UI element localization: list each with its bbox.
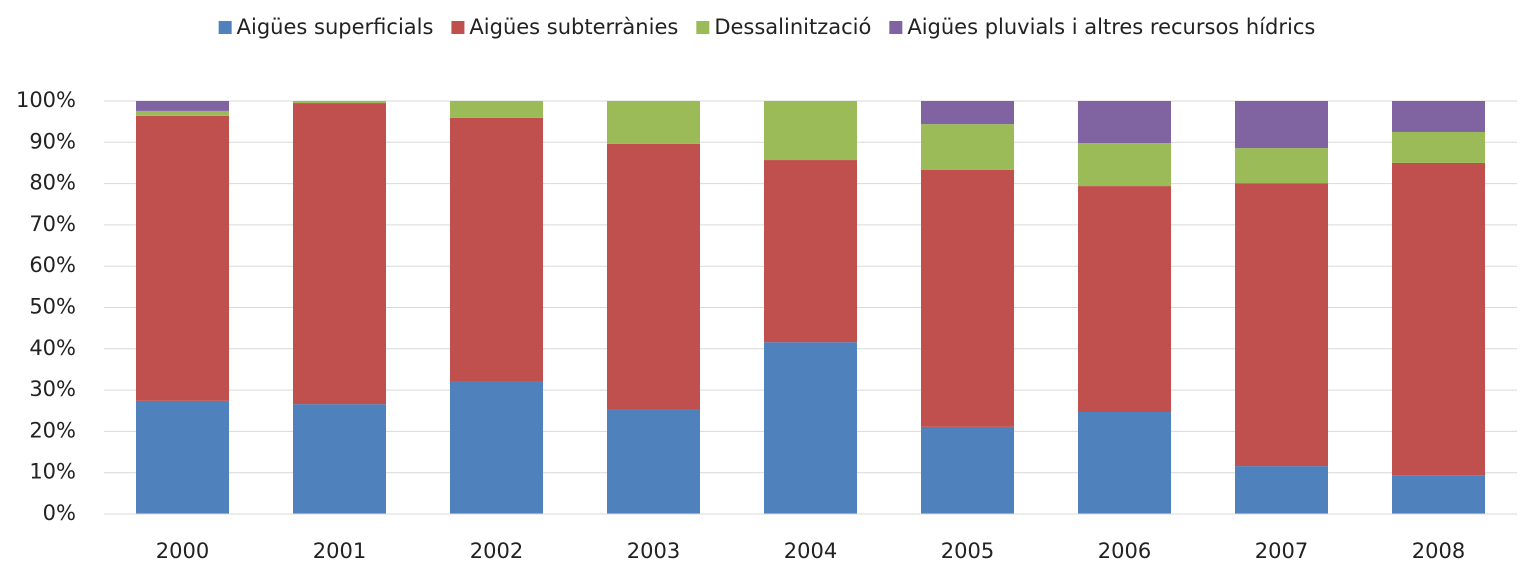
- bar-segment: [607, 409, 700, 514]
- bar-segment: [1235, 101, 1328, 149]
- x-tick-label: 2002: [470, 539, 523, 562]
- legend-label: Dessalinització: [714, 15, 871, 39]
- bar-segment: [450, 101, 543, 118]
- y-tick-label: 0%: [43, 501, 76, 525]
- y-tick-label: 50%: [29, 295, 76, 319]
- bar-segment: [136, 110, 229, 116]
- bar-segment: [764, 101, 857, 161]
- bar-segment: [1078, 186, 1171, 412]
- y-tick-label: 60%: [29, 253, 76, 277]
- x-tick-label: 2007: [1255, 539, 1308, 562]
- bar-segment: [921, 101, 1014, 125]
- legend-swatch: [451, 21, 465, 34]
- bar-segment: [136, 115, 229, 401]
- bar-segment: [764, 160, 857, 343]
- legend-label: Aigües superficials: [237, 15, 434, 39]
- bar-segment: [764, 342, 857, 514]
- y-tick-label: 20%: [29, 418, 76, 442]
- bar-segment: [1235, 148, 1328, 184]
- y-tick-label: 30%: [29, 377, 76, 401]
- x-tick-label: 2006: [1098, 539, 1151, 562]
- x-tick-label: 2008: [1412, 539, 1465, 562]
- bar-segment: [921, 426, 1014, 514]
- bar-segment: [1392, 162, 1485, 476]
- x-tick-label: 2004: [784, 539, 837, 562]
- bar-segment: [921, 169, 1014, 427]
- bar-segment: [450, 381, 543, 514]
- x-tick-label: 2003: [627, 539, 680, 562]
- bar-segment: [1235, 183, 1328, 467]
- bar-segment: [1235, 466, 1328, 514]
- bar-segment: [921, 124, 1014, 170]
- bar-segment: [136, 400, 229, 514]
- bar-segment: [450, 117, 543, 382]
- y-tick-label: 70%: [29, 212, 76, 236]
- bar-segment: [1392, 101, 1485, 132]
- bar-segment: [607, 101, 700, 144]
- bar-segment: [293, 103, 386, 405]
- bar-segment: [607, 143, 700, 410]
- legend-swatch: [696, 21, 710, 34]
- x-tick-label: 2000: [156, 539, 209, 562]
- bar-segment: [1078, 411, 1171, 514]
- y-tick-label: 40%: [29, 336, 76, 360]
- legend-swatch: [889, 21, 903, 34]
- x-tick-label: 2005: [941, 539, 994, 562]
- bar-segment: [1392, 131, 1485, 163]
- legend-label: Aigües pluvials i altres recursos hídric…: [907, 15, 1315, 39]
- bar-segment: [1078, 143, 1171, 187]
- legend-swatch: [218, 21, 232, 34]
- y-tick-label: 10%: [29, 460, 76, 484]
- bar-segment: [293, 404, 386, 514]
- legend-label: Aigües subterrànies: [469, 15, 678, 39]
- y-tick-label: 80%: [29, 171, 76, 195]
- bar-segment: [293, 101, 386, 104]
- bar-segment: [1078, 101, 1171, 144]
- bar-segment: [1392, 475, 1485, 514]
- y-tick-label: 100%: [16, 88, 76, 112]
- x-tick-label: 2001: [313, 539, 366, 562]
- y-tick-label: 90%: [29, 129, 76, 153]
- bar-segment: [136, 101, 229, 111]
